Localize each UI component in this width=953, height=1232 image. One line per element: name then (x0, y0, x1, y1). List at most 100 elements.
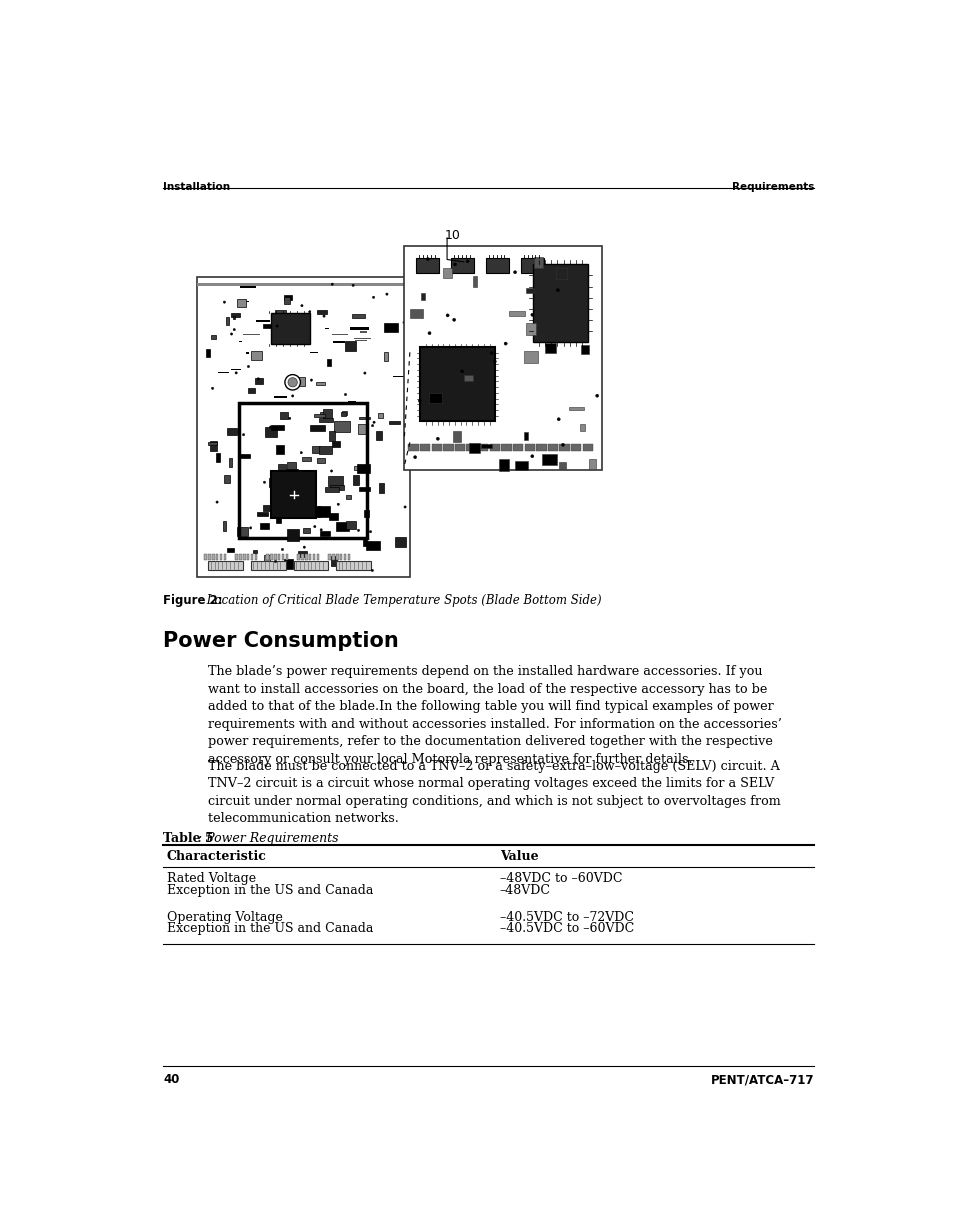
Bar (536, 444, 546, 451)
Bar (212, 335, 216, 340)
Bar (588, 458, 596, 468)
Bar (328, 431, 335, 441)
Bar (375, 431, 381, 440)
Bar (264, 554, 270, 562)
Bar (301, 554, 303, 559)
Bar (224, 474, 230, 483)
Circle shape (231, 333, 233, 335)
Bar (274, 554, 276, 559)
Bar (353, 474, 358, 484)
Bar (332, 554, 335, 559)
Bar (335, 561, 371, 570)
Bar (313, 554, 315, 559)
Text: Installation: Installation (163, 181, 231, 192)
Bar (388, 421, 399, 424)
Bar (324, 488, 339, 492)
Bar (254, 554, 257, 559)
Bar (571, 444, 580, 451)
Bar (316, 554, 319, 559)
Bar (542, 455, 556, 466)
Circle shape (417, 399, 421, 403)
Text: –40.5VDC to –60VDC: –40.5VDC to –60VDC (499, 923, 634, 935)
Circle shape (373, 421, 375, 424)
Circle shape (428, 331, 431, 335)
Bar (317, 310, 327, 314)
Bar (285, 469, 297, 476)
Text: 40: 40 (163, 1073, 179, 1087)
Bar (278, 554, 280, 559)
Bar (416, 257, 439, 274)
Bar (443, 444, 453, 451)
Bar (239, 554, 241, 559)
Bar (251, 554, 253, 559)
Bar (295, 377, 304, 387)
Bar (420, 347, 495, 421)
Circle shape (212, 387, 213, 389)
Bar (333, 341, 344, 344)
Circle shape (322, 315, 325, 317)
Bar (220, 554, 222, 559)
Bar (283, 296, 292, 301)
Circle shape (310, 379, 313, 381)
Bar (580, 345, 588, 354)
Bar (569, 407, 583, 410)
Circle shape (300, 451, 302, 453)
Bar (312, 446, 320, 453)
Bar (204, 554, 207, 559)
Bar (253, 549, 256, 553)
Bar (282, 554, 284, 559)
Bar (451, 257, 474, 274)
Bar (359, 331, 367, 334)
Bar (314, 414, 325, 418)
Circle shape (466, 260, 469, 262)
Bar (340, 554, 342, 559)
Circle shape (561, 444, 564, 446)
Bar (455, 444, 465, 451)
Circle shape (385, 293, 388, 296)
Bar (256, 320, 270, 322)
Circle shape (452, 318, 456, 322)
Bar (463, 376, 473, 381)
Bar (523, 351, 537, 362)
Bar (533, 264, 588, 342)
Bar (498, 460, 509, 471)
Circle shape (314, 525, 315, 527)
Bar (366, 541, 379, 549)
Circle shape (292, 394, 294, 397)
Bar (320, 531, 330, 536)
Bar (231, 313, 240, 317)
Bar (240, 286, 255, 287)
Circle shape (453, 262, 456, 266)
Bar (286, 462, 295, 469)
Bar (233, 317, 235, 319)
Text: Value: Value (499, 850, 537, 864)
Circle shape (530, 313, 534, 317)
Bar (452, 431, 460, 442)
Circle shape (256, 378, 259, 379)
Bar (468, 442, 479, 452)
Circle shape (250, 527, 252, 529)
Bar (558, 462, 566, 468)
Bar (264, 428, 276, 436)
Circle shape (352, 285, 354, 287)
Bar (466, 444, 476, 451)
Bar (274, 397, 287, 398)
Bar (276, 510, 280, 522)
Bar (263, 324, 275, 328)
Circle shape (319, 529, 322, 531)
Bar (348, 554, 350, 559)
Bar (395, 537, 406, 547)
Bar (275, 445, 284, 453)
Bar (286, 554, 288, 559)
Bar (256, 513, 268, 516)
Bar (294, 484, 300, 493)
Bar (363, 510, 368, 517)
Text: The blade’s power requirements depend on the installed hardware accessories. If : The blade’s power requirements depend on… (208, 665, 781, 766)
Bar (208, 561, 243, 570)
Bar (245, 351, 249, 354)
Circle shape (513, 271, 517, 274)
Bar (243, 554, 245, 559)
Bar (329, 513, 337, 520)
Circle shape (331, 283, 333, 286)
Bar (271, 425, 284, 430)
